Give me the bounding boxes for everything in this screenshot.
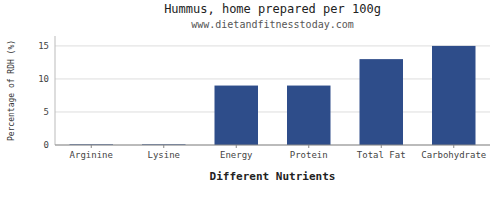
y-tick-label: 5 (44, 107, 49, 117)
x-axis-line (55, 145, 490, 146)
x-tick (381, 145, 382, 148)
x-tick-label: Carbohydrate (421, 150, 486, 160)
subtitle: www.dietandfitnesstoday.com (191, 19, 354, 30)
x-tick-label: Energy (220, 150, 253, 160)
x-axis-label: Different Nutrients (210, 170, 336, 183)
bar (432, 46, 476, 145)
x-tick (308, 145, 309, 148)
grid-line (55, 111, 490, 112)
chart: Hummus, home prepared per 100g www.dietan… (0, 0, 500, 200)
grid-line (55, 145, 490, 146)
y-tick-label: 10 (38, 74, 49, 84)
bar (215, 86, 259, 145)
grid-line (55, 45, 490, 46)
x-tick (453, 145, 454, 148)
x-tick-label: Lysine (147, 150, 180, 160)
bar (360, 59, 404, 145)
grid (55, 46, 490, 145)
y-axis-line (55, 36, 56, 145)
bar (287, 86, 331, 145)
y-axis-label: Percentage of RDH (%) (7, 40, 16, 141)
x-tick (91, 145, 92, 148)
x-tick (236, 145, 237, 148)
title: Hummus, home prepared per 100g (164, 2, 381, 16)
y-tick-label: 0 (44, 140, 49, 150)
x-tick-label: Total Fat (357, 150, 406, 160)
x-tick-label: Protein (290, 150, 328, 160)
grid-line (55, 78, 490, 79)
bars (70, 46, 476, 145)
y-tick-label: 15 (38, 41, 49, 51)
x-tick (163, 145, 164, 148)
x-tick-label: Arginine (70, 150, 113, 160)
